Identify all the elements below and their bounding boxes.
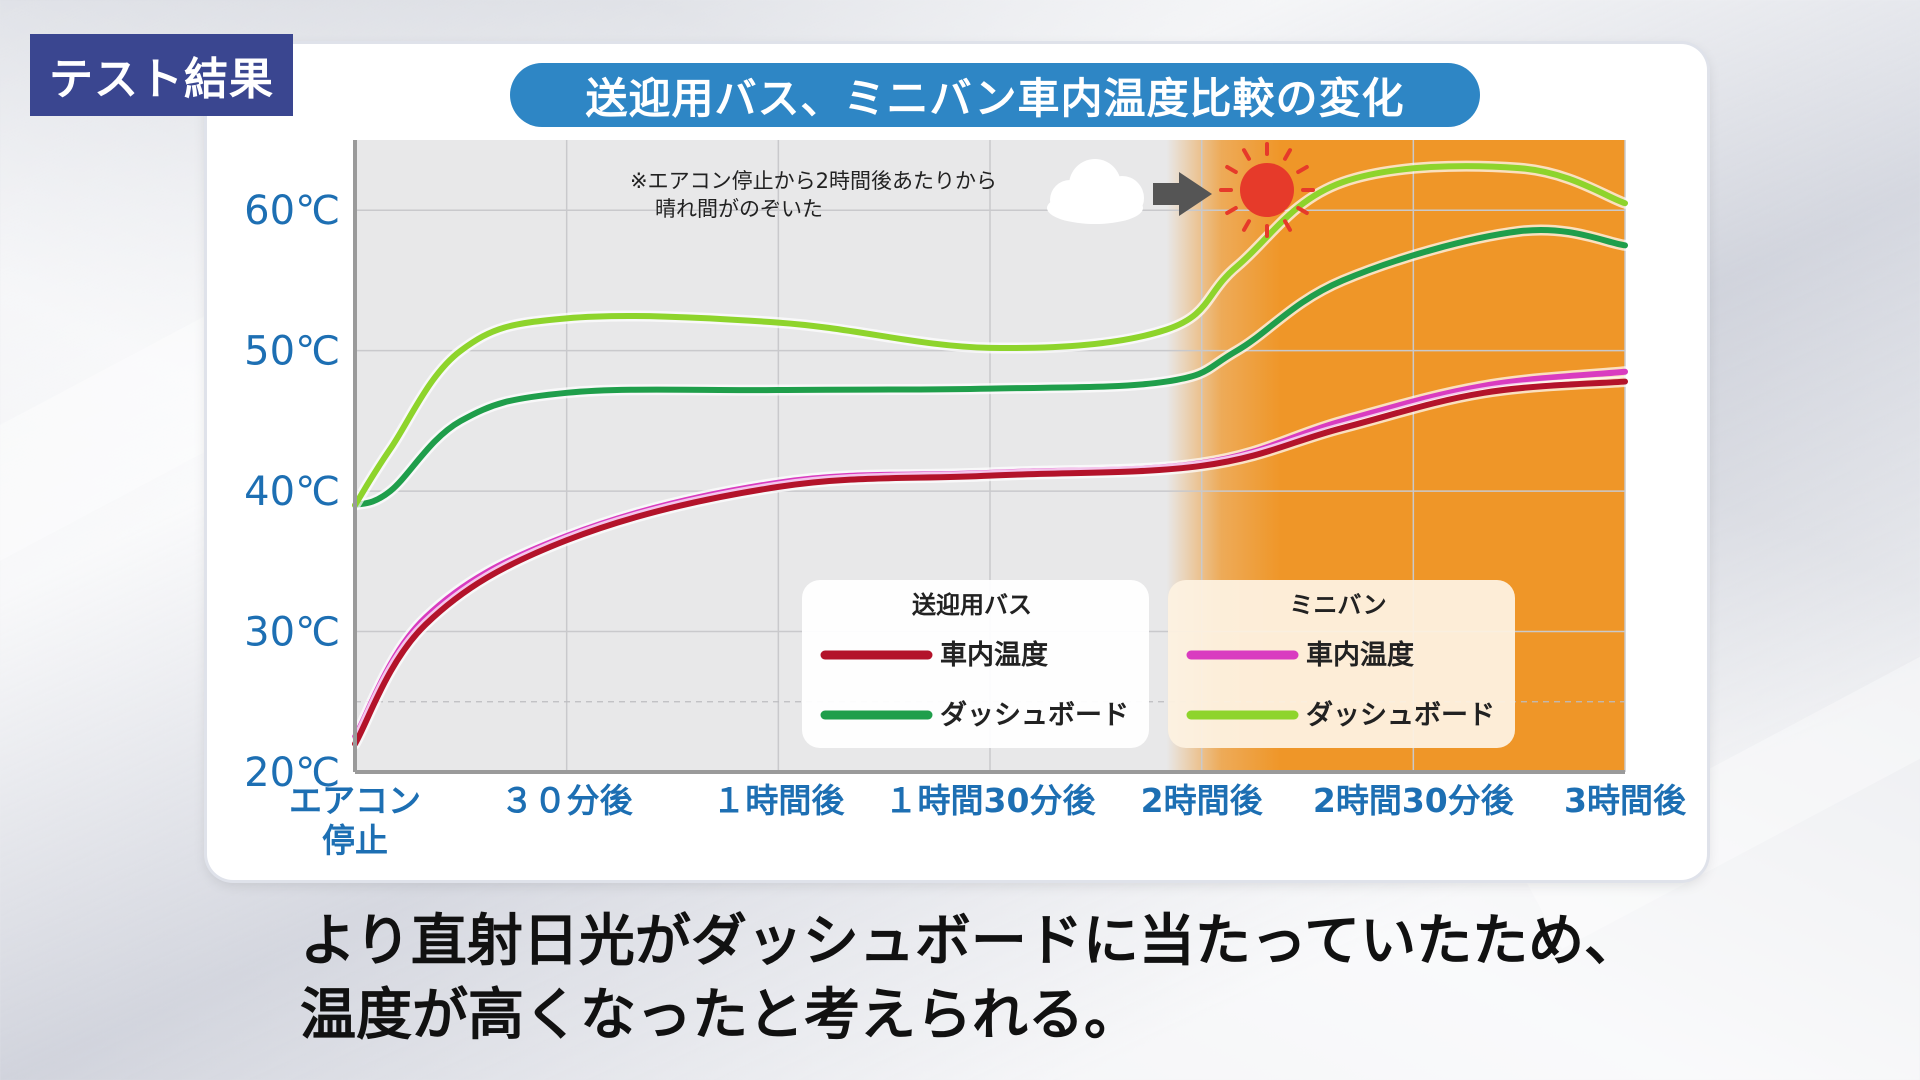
x-tick-label: １時間30分後 — [885, 781, 1097, 820]
arrow-right-icon — [1153, 172, 1212, 216]
series-layer — [349, 160, 1631, 750]
sun-ray — [1283, 219, 1292, 232]
y-tick-label: 50℃ — [244, 329, 340, 375]
legend-van-title: ミニバン — [1289, 591, 1386, 619]
x-tick-label: 2時間後 — [1141, 781, 1264, 820]
legend-bus-dash-label: ダッシュボード — [940, 699, 1129, 731]
legend-van: ミニバン 車内温度 ダッシュボード — [1168, 580, 1515, 748]
legend-van-dash-label: ダッシュボード — [1306, 699, 1495, 731]
caption: より直射日光がダッシュボードに当たっていたため、 温度が高くなったと考えられる。 — [300, 905, 1720, 1053]
legend-bus: 送迎用バス 車内温度 ダッシュボード — [802, 580, 1149, 748]
y-tick-label: 20℃ — [244, 750, 340, 796]
sun-ray — [1242, 219, 1251, 232]
y-tick-label: 60℃ — [244, 188, 340, 234]
x-tick-label: エアコン — [289, 781, 421, 820]
x-tick-label: １時間後 — [712, 781, 845, 820]
caption-line1: より直射日光がダッシュボードに当たっていたため、 — [300, 909, 1641, 974]
x-tick-label: 3時間後 — [1564, 781, 1687, 820]
sun-ray — [1296, 165, 1309, 174]
x-tick-label: 2時間30分後 — [1313, 781, 1515, 820]
legend-van-cabin-label: 車内温度 — [1306, 639, 1414, 671]
legend-bus-title: 送迎用バス — [912, 591, 1032, 619]
y-tick-label: 30℃ — [244, 610, 340, 656]
sun-icon — [1219, 142, 1315, 238]
sun-ray — [1242, 148, 1251, 161]
caption-line2: 温度が高くなったと考えられる。 — [300, 983, 1140, 1048]
legend-bus-cabin-label: 車内温度 — [940, 639, 1048, 671]
sun-ray — [1225, 165, 1238, 174]
axes: 20℃ 30℃ 40℃ 50℃ 60℃ エアコン停止 ３０分後 １時間後 １時間30分後 2時間後… — [244, 140, 1687, 860]
cloud-icon — [1047, 159, 1144, 224]
x-tick-label: 停止 — [322, 821, 388, 860]
x-tick-label: ３０分後 — [501, 781, 634, 820]
annotation-line2: 晴れ間がのぞいた — [655, 197, 823, 221]
sun-ray — [1296, 206, 1309, 215]
sun-ray — [1283, 148, 1292, 161]
test-result-badge: テスト結果 — [30, 34, 293, 116]
chart-title: 送迎用バス、ミニバン車内温度比較の変化 — [510, 63, 1480, 127]
series-line-bus_cabin — [352, 378, 1628, 747]
y-tick-label: 40℃ — [244, 469, 340, 515]
annotation-line1: ※エアコン停止から2時間後あたりから — [630, 169, 997, 193]
sun-ray — [1225, 206, 1238, 215]
